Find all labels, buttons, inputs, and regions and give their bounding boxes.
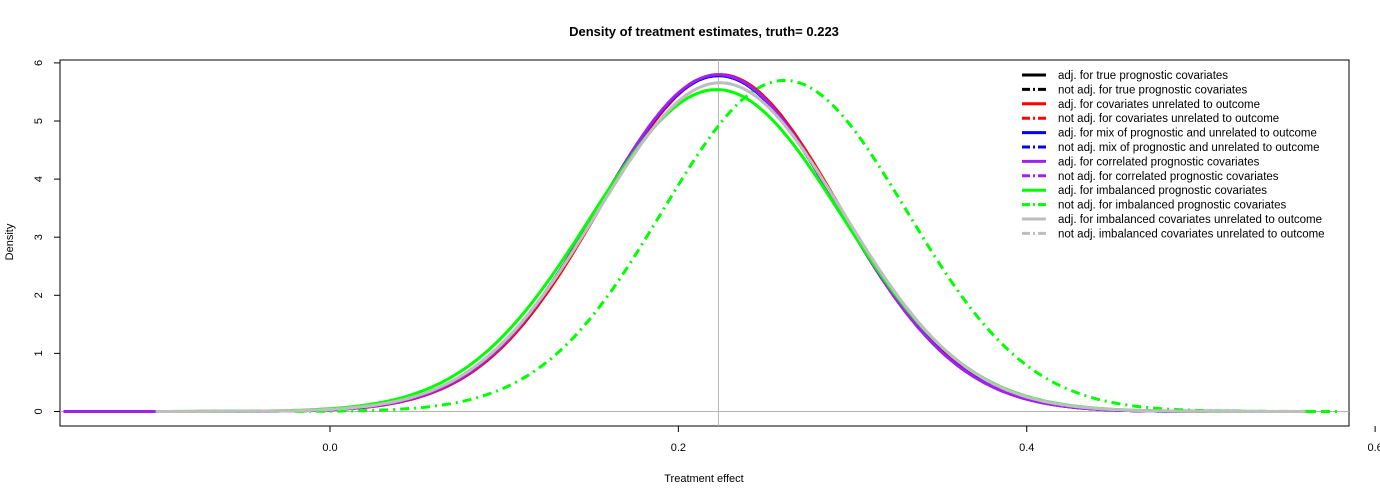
y-tick-label: 3	[33, 234, 45, 240]
density-series-line-12	[155, 81, 1306, 413]
y-tick-label: 0	[33, 408, 45, 414]
legend-label-9: adj. for imbalanced prognostic covariate…	[1058, 185, 1267, 197]
x-axis-label: Treatment effect	[664, 473, 743, 485]
legend-label-2: not adj. for true prognostic covariates	[1058, 84, 1247, 96]
x-tick-label: 0.4	[1019, 442, 1034, 454]
legend-label-11: adj. for imbalanced covariates unrelated…	[1058, 214, 1322, 226]
legend-label-7: adj. for correlated prognostic covariate…	[1058, 156, 1260, 168]
density-series-line-1	[295, 74, 1306, 413]
legend-label-5: adj. for mix of prognostic and unrelated…	[1058, 128, 1317, 140]
x-tick-label: 0.2	[671, 442, 686, 454]
density-series-line-10	[295, 78, 1341, 413]
y-axis: 0 1 2 3 4 5 6	[33, 60, 60, 415]
y-tick-label: 2	[33, 292, 45, 298]
legend-label-8: not adj. for correlated prognostic covar…	[1058, 171, 1279, 183]
density-series-line-4	[312, 74, 1306, 413]
legend-label-4: not adj. for covariates unrelated to out…	[1058, 113, 1279, 125]
y-tick-label: 5	[33, 118, 45, 124]
density-series-line-7	[63, 73, 1306, 413]
y-tick-label: 6	[33, 60, 45, 66]
plot-frame	[59, 59, 1350, 427]
x-tick-label: 0.0	[322, 442, 337, 454]
legend-label-6: not adj. mix of prognostic and unrelated…	[1058, 142, 1319, 154]
x-tick-label: 0.6	[1367, 442, 1380, 454]
y-tick-label: 4	[33, 176, 45, 182]
legend-label-1: adj. for true prognostic covariates	[1058, 70, 1228, 82]
density-series-line-3	[312, 73, 1306, 413]
x-axis: 0.0 0.2 0.4 0.6	[322, 426, 1380, 454]
chart-title: Density of treatment estimates, truth= 0…	[569, 24, 839, 39]
density-series-line-2	[295, 74, 1306, 413]
legend-label-3: adj. for covariates unrelated to outcome	[1058, 99, 1260, 111]
legend-label-12: not adj. imbalanced covariates unrelated…	[1058, 228, 1325, 240]
density-series-line-8	[63, 73, 1306, 413]
density-series	[63, 73, 1341, 413]
density-series-line-5	[295, 74, 1306, 413]
legend: adj. for true prognostic covariates not a…	[1022, 70, 1325, 240]
y-tick-label: 1	[33, 350, 45, 356]
density-series-line-6	[295, 74, 1306, 413]
y-axis-label: Density	[4, 223, 16, 260]
legend-label-10: not adj. for imbalanced prognostic covar…	[1058, 200, 1286, 212]
